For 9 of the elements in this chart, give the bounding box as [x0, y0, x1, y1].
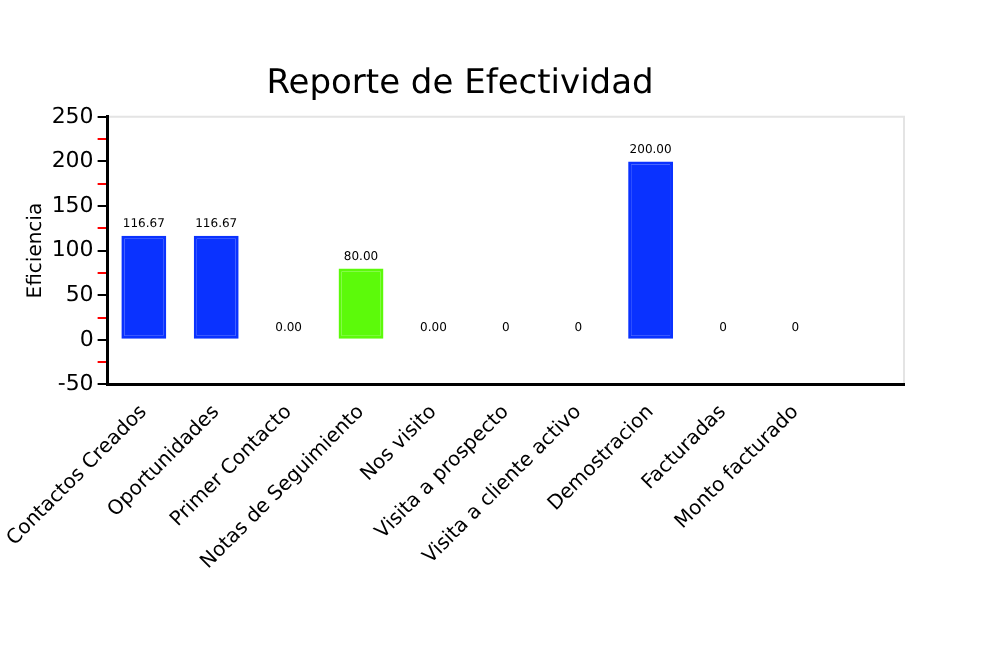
- y-tick-label: 200: [51, 147, 94, 174]
- y-tick-label: 0: [79, 325, 94, 352]
- y-tick-label: 100: [51, 236, 94, 263]
- y-tick-label: -50: [57, 370, 94, 397]
- y-tick-label: 150: [51, 191, 94, 218]
- y-axis-title: Eficiencia: [24, 202, 47, 299]
- chart-title: Reporte de Efectividad: [266, 63, 654, 104]
- y-tick-label: 250: [51, 102, 94, 129]
- y-tick-label: 50: [65, 280, 94, 307]
